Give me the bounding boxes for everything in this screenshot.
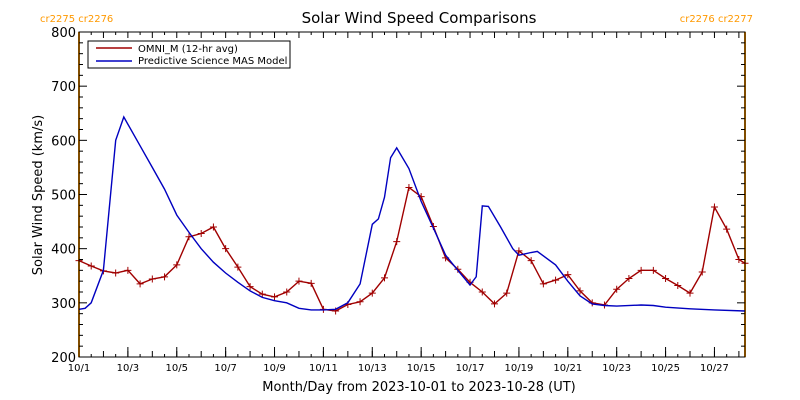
data-point	[368, 289, 376, 297]
data-point	[283, 288, 291, 296]
data-point	[564, 271, 572, 279]
data-point	[710, 203, 718, 211]
data-point	[576, 287, 584, 295]
data-point	[674, 282, 682, 289]
x-tick-label: 10/23	[602, 363, 631, 374]
data-point	[209, 223, 217, 231]
data-point	[185, 233, 193, 241]
data-point	[625, 274, 633, 282]
y-tick-label: 300	[51, 297, 76, 312]
x-tick-label: 10/7	[214, 363, 236, 374]
rotation-marker-label: cr2276 cr2277	[680, 14, 753, 25]
x-tick-label: 10/5	[166, 363, 188, 374]
y-tick-label: 200	[51, 351, 76, 366]
series-line	[78, 186, 746, 312]
series-1	[78, 115, 746, 312]
data-point	[503, 289, 511, 297]
data-point	[490, 300, 498, 308]
data-point	[686, 289, 694, 297]
x-tick-label: 10/19	[505, 363, 534, 374]
chart-title: Solar Wind Speed Comparisons	[302, 9, 537, 27]
data-point	[649, 266, 657, 274]
data-point	[124, 266, 132, 274]
legend-box	[87, 40, 291, 69]
data-point	[613, 285, 621, 293]
legend-label-mas: Predictive Science MAS Model	[138, 56, 287, 67]
data-point	[197, 230, 205, 237]
data-point	[405, 183, 413, 191]
series-0	[75, 183, 749, 315]
x-tick-label: 10/13	[358, 363, 387, 374]
data-point	[637, 266, 645, 274]
data-point	[478, 288, 486, 296]
legend: OMNI_M (12-hr avg) Predictive Science MA…	[87, 40, 291, 69]
data-point	[258, 290, 266, 298]
y-axis-title: Solar Wind Speed (km/s)	[31, 115, 46, 275]
data-point	[307, 279, 315, 287]
series-line	[78, 115, 746, 312]
y-tick-label: 500	[51, 189, 76, 204]
data-point	[393, 238, 401, 246]
x-tick-label: 10/25	[651, 363, 680, 374]
data-point	[539, 280, 547, 288]
x-tick-label: 10/15	[407, 363, 436, 374]
data-point	[234, 263, 242, 271]
axes: 200 300 400 500 600 700 800 10/1 10/3 10/5 10/7 10/…	[51, 26, 746, 374]
x-tick-label: 10/21	[553, 363, 582, 374]
x-tick-label: 10/1	[68, 363, 90, 374]
data-point	[112, 269, 120, 277]
rotation-marker-label: cr2275 cr2276	[40, 14, 113, 25]
data-point	[87, 262, 95, 270]
data-point	[136, 280, 144, 288]
data-point	[381, 274, 389, 282]
x-axis-title: Month/Day from 2023-10-01 to 2023-10-28 …	[262, 380, 575, 395]
data-point	[222, 245, 230, 253]
legend-label-omni: OMNI_M (12-hr avg)	[138, 44, 238, 55]
x-tick-label: 10/3	[117, 363, 139, 374]
data-point	[356, 298, 364, 306]
x-tick-label: 10/9	[263, 363, 285, 374]
y-tick-label: 800	[51, 26, 76, 41]
y-tick-label: 400	[51, 243, 76, 258]
data-point	[662, 274, 670, 282]
data-point	[515, 247, 523, 255]
data-point	[148, 275, 156, 283]
x-tick-label: 10/11	[309, 363, 338, 374]
data-point	[246, 283, 254, 291]
data-point	[173, 261, 181, 269]
y-tick-label: 700	[51, 80, 76, 95]
data-point	[723, 225, 731, 233]
data-point	[295, 277, 303, 285]
data-point	[161, 273, 169, 281]
x-tick-label: 10/17	[456, 363, 485, 374]
data-point	[698, 268, 706, 276]
plot-frame	[78, 31, 746, 358]
data-point	[527, 257, 535, 265]
x-tick-label: 10/27	[700, 363, 729, 374]
y-tick-label: 600	[51, 134, 76, 149]
data-point	[552, 276, 560, 284]
data-point	[271, 293, 279, 301]
series-layer	[75, 115, 749, 315]
